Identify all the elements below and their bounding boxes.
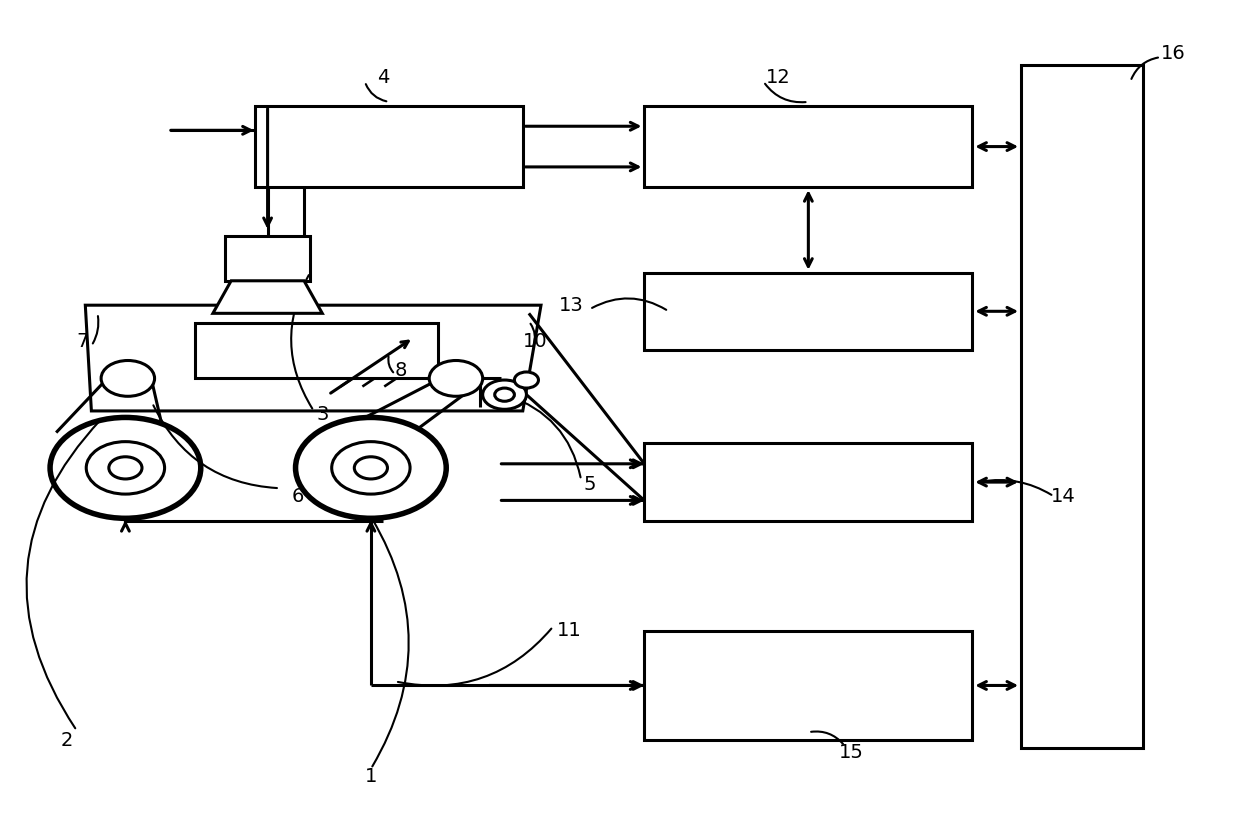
Circle shape	[102, 360, 155, 396]
Circle shape	[50, 417, 201, 518]
Circle shape	[515, 372, 538, 388]
Polygon shape	[213, 281, 322, 313]
Circle shape	[87, 442, 165, 494]
Bar	[645, 443, 972, 520]
Text: 2: 2	[61, 731, 73, 749]
Circle shape	[429, 360, 482, 396]
Text: 14: 14	[1052, 487, 1076, 505]
Bar	[255, 106, 523, 188]
Bar	[1021, 66, 1142, 749]
Circle shape	[355, 457, 387, 479]
Bar	[195, 323, 438, 378]
Text: 15: 15	[838, 743, 863, 762]
Circle shape	[109, 457, 143, 479]
Text: 13: 13	[559, 295, 584, 315]
Text: 12: 12	[765, 68, 790, 87]
Text: 3: 3	[316, 406, 329, 424]
Text: 16: 16	[1161, 43, 1185, 62]
Text: 11: 11	[557, 621, 582, 640]
Bar	[224, 236, 310, 281]
Bar	[645, 631, 972, 740]
Bar	[645, 106, 972, 188]
Text: 7: 7	[77, 332, 89, 351]
Circle shape	[495, 388, 515, 401]
Text: 10: 10	[522, 332, 547, 351]
Circle shape	[332, 442, 410, 494]
Bar	[645, 272, 972, 350]
Circle shape	[482, 380, 527, 409]
Text: 4: 4	[377, 68, 389, 87]
Circle shape	[295, 417, 446, 518]
Text: 6: 6	[291, 487, 304, 505]
Text: 5: 5	[583, 475, 596, 494]
Text: 1: 1	[365, 768, 377, 787]
Polygon shape	[86, 305, 541, 411]
Text: 8: 8	[396, 361, 408, 380]
